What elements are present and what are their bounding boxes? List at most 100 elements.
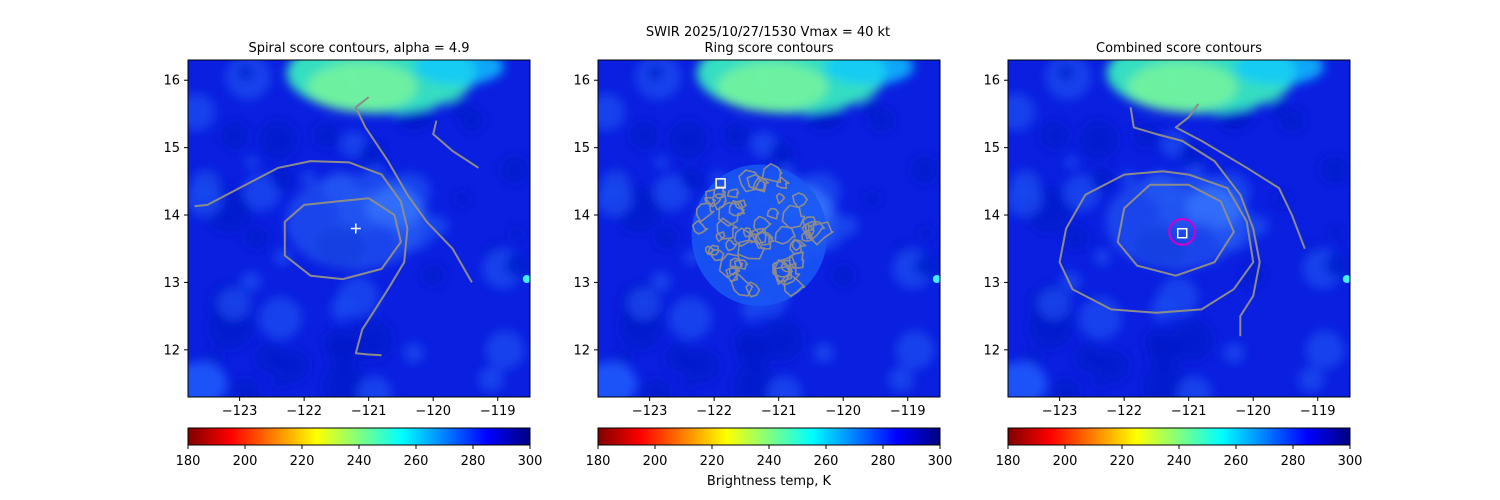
satellite-image <box>598 60 940 397</box>
cloud-blob <box>274 248 291 266</box>
colorbar-label: Brightness temp, K <box>707 474 832 489</box>
colorbar-tick-label: 260 <box>1224 454 1249 469</box>
cloud-blob <box>459 107 485 133</box>
cloud-blob <box>653 174 690 211</box>
x-tick-label: −122 <box>1106 404 1142 419</box>
score-contours <box>1058 103 1306 337</box>
cloud-blob <box>1142 363 1187 397</box>
score-contours <box>194 96 479 357</box>
cloud-blob <box>1179 141 1204 167</box>
contour-line <box>354 96 473 283</box>
contour-line <box>729 257 744 269</box>
contour-line <box>692 220 709 235</box>
x-tick-label: −123 <box>222 404 258 419</box>
cloud-blob <box>403 342 424 364</box>
cloud-blob <box>838 215 859 236</box>
x-tick-label: −119 <box>890 404 926 419</box>
cloud-blob <box>1223 342 1244 364</box>
colorbar-tick-label: 220 <box>1110 454 1135 469</box>
cloud-blob <box>732 363 777 397</box>
colorbar-gradient <box>597 427 941 446</box>
cloud-blob <box>191 169 221 199</box>
cloud-top-warmer <box>1127 61 1238 112</box>
cloud-texture <box>1008 60 1349 397</box>
cloud-blob <box>500 155 529 184</box>
panel-2: Ring score contours −123 −122 −121 −120 −119 1… <box>573 41 941 419</box>
cloud-blob <box>1170 318 1213 362</box>
cloud-blob <box>627 287 661 321</box>
x-tick-label: −122 <box>696 404 732 419</box>
cloud-blob <box>1133 122 1160 149</box>
cloud-blob <box>832 264 855 287</box>
bright-spot <box>932 275 940 284</box>
cloud-blob <box>240 271 262 292</box>
cloud-blob <box>1242 264 1265 287</box>
cloud-blob <box>655 155 669 169</box>
contour-line <box>805 220 826 241</box>
x-tick-label: −120 <box>825 404 861 419</box>
contour-line <box>705 245 715 255</box>
x-tick-label: −121 <box>761 404 797 419</box>
satellite-image <box>188 60 530 397</box>
cloud-blob <box>259 296 302 340</box>
cloud-blob <box>859 97 878 116</box>
y-tick-label: 12 <box>573 343 590 358</box>
contour-line <box>730 273 754 297</box>
cloud-blob <box>485 330 525 370</box>
cloud-blob <box>322 363 367 397</box>
figure-suptitle: SWIR 2025/10/27/1530 Vmax = 40 kt <box>646 25 890 40</box>
cloud-blob <box>1008 93 1036 131</box>
cloud-blob <box>914 253 939 278</box>
contour-line <box>746 173 770 193</box>
cloud-patch <box>188 361 227 397</box>
contour-line <box>801 230 813 242</box>
cloud-blob <box>243 174 280 211</box>
contour-line <box>733 199 748 210</box>
y-tick-label: 12 <box>163 343 180 358</box>
cloud-blob <box>869 107 895 133</box>
contour-line <box>725 238 738 252</box>
cloud-blob <box>238 65 254 81</box>
cloud-top-warmer <box>307 61 418 112</box>
cloud-blob <box>1064 226 1089 250</box>
contour-line <box>775 192 786 205</box>
y-tick-label: 16 <box>983 74 1000 89</box>
colorbar-tick-label: 280 <box>1281 454 1306 469</box>
cloud-blob <box>217 287 251 321</box>
cloud-blob <box>1052 378 1081 397</box>
colorbar-tick-label: 260 <box>814 454 839 469</box>
cloud-blob <box>350 318 393 362</box>
contour-line <box>780 261 791 273</box>
y-tick-label: 13 <box>573 276 590 291</box>
cloud-blob <box>356 376 392 397</box>
y-tick-label: 16 <box>573 74 590 89</box>
contour-line <box>774 259 794 286</box>
bright-spot <box>522 275 530 284</box>
cloud-blob <box>1079 296 1122 340</box>
cloud-blob <box>1120 170 1136 186</box>
cloud-blob <box>813 342 834 364</box>
cloud-blob <box>509 226 523 241</box>
y-tick-label: 13 <box>983 276 1000 291</box>
cloud-blob <box>1090 167 1115 191</box>
y-tick-label: 14 <box>983 209 1000 224</box>
contour-line <box>783 273 806 297</box>
cloud-blob <box>1011 169 1041 199</box>
panel-title: Spiral score contours, alpha = 4.9 <box>248 41 469 56</box>
cloud-blob <box>635 60 682 100</box>
colorbar-tick-label: 180 <box>176 454 201 469</box>
contour-line <box>755 231 774 246</box>
cloud-blob <box>1045 60 1092 100</box>
contour-line <box>725 267 739 282</box>
cloud-blob <box>630 121 659 150</box>
cloud-blob <box>359 141 384 167</box>
bright-spot <box>1342 275 1350 284</box>
contour-line <box>737 239 766 260</box>
contour-line <box>432 120 479 169</box>
cloud-blob <box>760 318 803 362</box>
x-tick-label: −121 <box>1171 404 1207 419</box>
colorbar-tick-label: 220 <box>290 454 315 469</box>
y-tick-label: 15 <box>573 141 590 156</box>
cloud-blob <box>338 276 379 318</box>
colorbar-tick-label: 260 <box>404 454 429 469</box>
